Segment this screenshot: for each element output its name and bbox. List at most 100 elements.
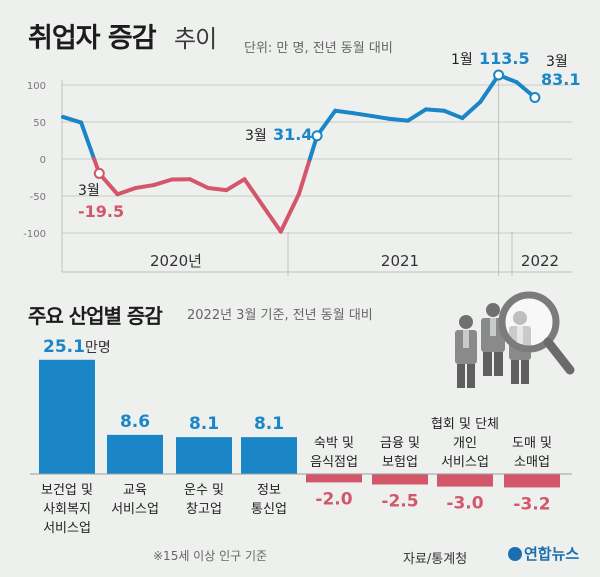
line-segment <box>79 120 97 161</box>
bar <box>107 434 163 474</box>
person-leg-icon <box>521 360 529 384</box>
logo-mark-icon <box>508 547 522 561</box>
bar <box>372 474 428 485</box>
bar-value-label: -3.2 <box>513 494 550 514</box>
bar-category-label: 협회 및 단체 <box>431 417 499 432</box>
data-point <box>478 100 482 104</box>
data-point <box>297 192 301 196</box>
bar-category-label: 서비스업 <box>441 455 489 470</box>
highlight-point <box>93 167 105 179</box>
person-head-icon <box>486 303 500 317</box>
annotation-value: 31.4 <box>273 125 312 144</box>
annotation-value: 113.5 <box>479 49 530 68</box>
y-tick-label: 50 <box>33 118 46 129</box>
highlight-point <box>529 92 541 104</box>
person-head-icon <box>459 315 473 329</box>
year-label: 2022 <box>521 252 559 270</box>
data-point <box>279 230 283 234</box>
yonhap-logo: 연합뉴스 <box>508 543 579 564</box>
bar <box>504 474 560 488</box>
bar-chart-subtitle: 2022년 3월 기준, 전년 동월 대비 <box>187 308 373 323</box>
line-segment <box>133 183 156 191</box>
data-point <box>170 177 174 181</box>
highlight-point <box>311 130 323 142</box>
line-segment <box>188 177 211 191</box>
data-point <box>442 109 446 113</box>
bar-category-label: 서비스업 <box>111 502 159 517</box>
data-point <box>370 114 374 118</box>
data-point <box>460 116 464 120</box>
line-segment <box>351 111 374 118</box>
bar-value-label: 8.1 <box>189 414 219 434</box>
line-segment <box>61 114 84 125</box>
person-leg-icon <box>483 352 492 376</box>
bar-category-label: 보건업 및 <box>41 483 93 498</box>
data-point <box>224 188 228 192</box>
y-tick-label: 0 <box>40 155 46 166</box>
bar <box>306 474 362 483</box>
line-chart-grid <box>62 84 572 234</box>
bar-category-label: 음식점업 <box>310 455 358 470</box>
annotation-month: 3월 <box>245 128 267 144</box>
line-segment <box>224 177 247 193</box>
data-point <box>115 192 119 196</box>
magnifier-lens-icon <box>498 291 560 353</box>
bar-category-label: 교육 <box>123 483 147 498</box>
data-point <box>243 177 246 181</box>
bar-category-label: 사회복지 <box>43 502 91 517</box>
person-shirt-icon <box>490 318 496 336</box>
year-label: 2020년 <box>150 252 202 270</box>
line-chart-axis: 100 50 0 -50 -100 2020년 2021 2022 <box>23 75 572 276</box>
bar-category-label: 개인 <box>453 436 477 451</box>
bar-category-label: 서비스업 <box>43 521 91 536</box>
line-segment <box>206 186 229 193</box>
annotation-value: 83.1 <box>541 70 580 89</box>
data-point <box>388 117 392 121</box>
bar-chart-title: 주요 산업별 증감 <box>28 304 163 328</box>
bar-value-label: 8.1 <box>254 414 284 434</box>
data-point <box>406 119 410 123</box>
line-segment <box>242 177 265 208</box>
chart-title: 취업자 증감 <box>28 23 157 54</box>
bar-category-label: 금융 및 <box>380 436 420 451</box>
bar-category-label: 정보 <box>257 483 281 498</box>
bar-value-unit: 만명 <box>85 340 111 356</box>
bar-value-number: 25.1 <box>43 337 85 357</box>
y-tick-label: -100 <box>23 229 46 240</box>
person-leg-icon <box>467 364 475 388</box>
line-segment <box>460 99 483 121</box>
data-point <box>333 109 337 113</box>
data-point <box>351 111 355 115</box>
bar <box>39 359 95 474</box>
person-shirt-icon <box>463 330 469 348</box>
magnifier-handle-icon <box>543 337 575 375</box>
people-magnifier-illustration <box>455 291 575 388</box>
line-segment <box>405 107 428 123</box>
person-leg-icon <box>494 352 503 376</box>
data-point <box>134 186 138 190</box>
year-label: 2021 <box>381 252 419 270</box>
bar-category-label: 소매업 <box>514 455 550 470</box>
y-tick-label: 100 <box>27 81 46 92</box>
data-point <box>188 177 192 181</box>
bar-category-label: 창고업 <box>186 502 222 517</box>
line-segment <box>151 177 174 188</box>
line-segment <box>387 116 410 123</box>
person-leg-icon <box>457 364 465 388</box>
line-segment <box>115 186 138 197</box>
data-point <box>152 183 156 187</box>
line-segment <box>278 192 301 234</box>
bar-category-label: 숙박 및 <box>314 436 354 451</box>
annotation-month: 3월 <box>546 54 568 70</box>
chart-title-suffix: 추이 <box>174 25 217 53</box>
bar-value-label: -3.0 <box>446 494 483 514</box>
bar-value-label: 8.6 <box>120 412 150 432</box>
data-point <box>515 80 519 84</box>
y-tick-label: -50 <box>30 192 46 203</box>
source-label: 자료/통계청 <box>403 552 468 567</box>
bar-value-label: -2.0 <box>315 489 352 509</box>
bar <box>241 437 297 474</box>
